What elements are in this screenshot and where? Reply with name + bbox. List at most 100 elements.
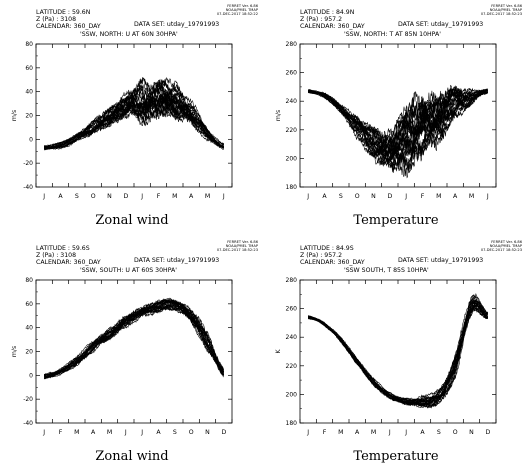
x-tick-label: O	[189, 429, 194, 436]
x-tick-label: J	[222, 193, 225, 200]
y-tick-label: 240	[286, 98, 298, 105]
chart-title: 'SSW, SOUTH: U AT 60S 30HPA'	[80, 267, 177, 274]
x-tick-label: D	[221, 429, 226, 436]
x-tick-label: J	[306, 193, 309, 200]
x-tick-label: J	[306, 429, 309, 436]
x-tick-label: D	[123, 193, 128, 200]
header-calendar: CALENDAR: 360_DAY	[300, 259, 365, 266]
x-tick-label: J	[486, 193, 489, 200]
y-axis-label: m/s	[11, 346, 18, 357]
series-line	[308, 295, 488, 407]
header-z: Z (Pa) : 957.2	[300, 252, 343, 259]
ferret-version: FERRET Ver. 6.86	[227, 4, 258, 8]
chart-title: 'SSW, NORTH: U AT 60N 30HPA'	[80, 31, 178, 38]
series-group	[307, 84, 489, 179]
series-line	[308, 304, 489, 405]
header-z: Z (Pa) : 957.2	[300, 16, 343, 23]
panel-caption: Temperature	[353, 449, 439, 464]
ferret-timestamp: 07-DEC-2017 18:52:22	[216, 12, 258, 16]
x-tick-label: N	[371, 193, 376, 200]
ferret-timestamp: 07-DEC-2017 18:52:23	[480, 248, 522, 252]
header-z: Z (Pa) : 3108	[36, 252, 77, 259]
y-tick-label: 260	[286, 70, 298, 77]
y-tick-label: 220	[286, 127, 298, 134]
y-tick-label: 60	[25, 301, 33, 308]
chart-title: 'SSW SOUTH, T 85S 10HPA'	[344, 267, 429, 274]
x-tick-label: A	[453, 193, 458, 200]
chart-title: 'SSW, NORTH: T AT 85N 10HPA'	[344, 31, 441, 38]
y-tick-label: 280	[286, 41, 298, 48]
header-z: Z (Pa) : 3108	[36, 16, 77, 23]
x-tick-label: N	[107, 193, 112, 200]
header-calendar: CALENDAR: 360_DAY	[36, 259, 101, 266]
y-tick-label: 240	[286, 334, 298, 341]
header-latitude: LATITUDE : 59.6N	[36, 9, 91, 16]
x-tick-label: A	[156, 429, 161, 436]
header-calendar: CALENDAR: 360_DAY	[36, 23, 101, 30]
plot-frame	[35, 279, 233, 424]
y-tick-label: 200	[286, 391, 298, 398]
series-line	[44, 298, 225, 378]
x-tick-label: M	[371, 429, 376, 436]
x-tick-label: N	[205, 429, 210, 436]
y-tick-label: -40	[23, 184, 33, 191]
y-tick-label: 40	[25, 325, 33, 332]
x-tick-label: O	[91, 193, 96, 200]
x-tick-label: A	[189, 193, 194, 200]
panel-0: 80 60 40 20 0 -20 -40 m/s J A S O N D J F M A M J LATITUDE :…	[0, 0, 264, 236]
ferret-org: NOAA/PMEL TMAP	[489, 8, 522, 12]
x-tick-label: O	[355, 193, 360, 200]
x-tick-label: J	[124, 429, 127, 436]
x-tick-label: M	[469, 193, 474, 200]
ferret-timestamp: 07-DEC-2017 18:52:23	[480, 12, 522, 16]
series-line	[44, 301, 225, 380]
x-tick-label: J	[42, 193, 45, 200]
header-dataset: DATA SET: utday_19791993	[398, 257, 484, 264]
x-tick-label: S	[339, 193, 343, 200]
plot-svg: 280 260 240 220 200 180 K J F M A M J J A S O N D	[275, 277, 497, 436]
plot-svg: 80 60 40 20 0 -20 -40 m/s J A S O N D J F M A M J	[11, 41, 233, 200]
x-tick-label: M	[205, 193, 210, 200]
x-tick-label: F	[421, 193, 425, 200]
panel-caption: Temperature	[353, 213, 439, 228]
series-group	[307, 293, 489, 409]
series-line	[44, 76, 224, 150]
header-latitude: LATITUDE : 59.6S	[36, 245, 90, 252]
series-line	[308, 86, 488, 163]
x-tick-label: J	[404, 193, 407, 200]
x-tick-label: A	[91, 429, 96, 436]
series-line	[308, 299, 489, 404]
series-line	[44, 79, 224, 150]
x-tick-label: S	[437, 429, 441, 436]
series-line	[307, 297, 488, 406]
x-tick-label: M	[436, 193, 441, 200]
header-latitude: LATITUDE : 84.9S	[300, 245, 354, 252]
y-tick-label: -20	[23, 160, 33, 167]
y-tick-label: 20	[25, 113, 33, 120]
series-group	[43, 297, 225, 380]
series-line	[44, 300, 224, 379]
ferret-org: NOAA/PMEL TMAP	[225, 244, 258, 248]
header-dataset: DATA SET: utday_19791993	[398, 21, 484, 28]
x-tick-label: O	[453, 429, 458, 436]
series-line	[43, 94, 224, 149]
x-tick-label: J	[140, 429, 143, 436]
x-tick-label: J	[404, 429, 407, 436]
series-line	[43, 84, 224, 150]
x-tick-label: J	[140, 193, 143, 200]
y-tick-label: 260	[286, 306, 298, 313]
y-axis-label: m/s	[11, 110, 18, 121]
ferret-timestamp: 07-DEC-2017 18:52:23	[216, 248, 258, 252]
plot-svg: 280 260 240 220 200 180 m/s J A S O N D J F M A M J	[275, 41, 497, 200]
series-group	[43, 76, 225, 151]
y-axis-label: K	[275, 349, 282, 354]
x-tick-label: A	[355, 429, 360, 436]
x-tick-label: S	[75, 193, 79, 200]
x-tick-label: J	[388, 429, 391, 436]
panel-caption: Zonal wind	[95, 213, 169, 228]
panel-3: 280 260 240 220 200 180 K J F M A M J J A S O N D LATITUDE …	[264, 236, 528, 472]
x-tick-label: F	[157, 193, 161, 200]
y-tick-label: 20	[25, 349, 33, 356]
x-tick-label: A	[58, 193, 63, 200]
ferret-version: FERRET Ver. 6.86	[491, 240, 522, 244]
